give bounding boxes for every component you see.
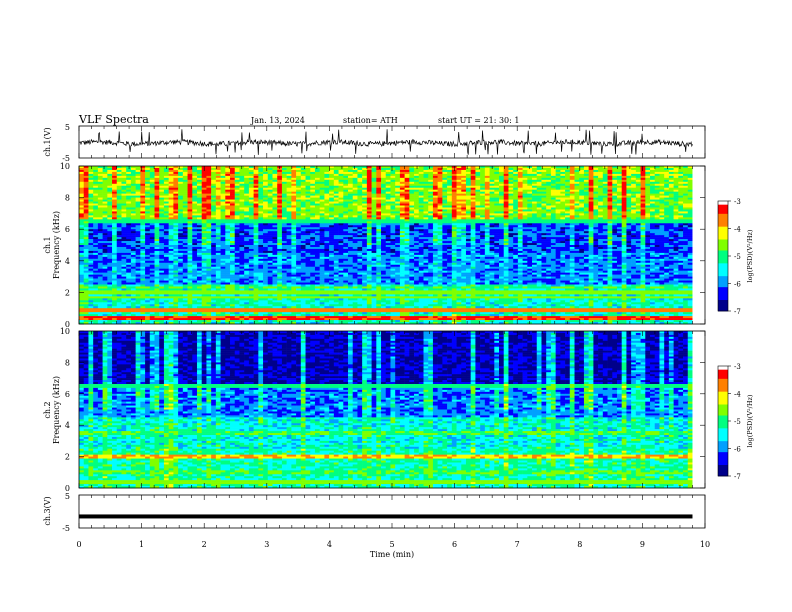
date-label: Jan. 13, 2024: [250, 116, 305, 125]
x-axis-label: Time (min): [370, 550, 414, 559]
colorbar-tick-label: -3: [734, 363, 741, 371]
ch1-spectrogram-image: [79, 166, 705, 324]
ch1-spec-ylabel: Frequency (kHz): [52, 211, 61, 279]
x-tick-label: 10: [700, 540, 710, 549]
y-tick-label: 6: [65, 390, 70, 399]
y-tick-label: 8: [65, 358, 70, 367]
x-tick-label: 6: [452, 540, 457, 549]
colorbar-tick-label: -7: [734, 473, 741, 481]
ch3-ytick-top: 5: [65, 492, 70, 501]
y-tick-label: 10: [60, 327, 70, 336]
start-time-label: start UT = 21: 30: 1: [438, 116, 519, 125]
y-tick-label: 4: [65, 421, 70, 430]
colorbar-tick-label: -6: [734, 281, 741, 289]
x-tick-label: 5: [389, 540, 394, 549]
colorbar-tick-label: -4: [734, 226, 741, 234]
x-tick-label: 4: [327, 540, 332, 549]
x-tick-label: 3: [264, 540, 269, 549]
ch2-spectrogram-image: [79, 331, 705, 488]
ch3-ylabel: ch.3(V): [43, 496, 52, 525]
ch1-spec-ylabel-channel: ch.1: [43, 236, 52, 253]
colorbar-label: log(PSD)(V²/Hz): [746, 229, 754, 282]
colorbar-tick-label: -7: [734, 308, 741, 316]
ch1-ytick-top: 5: [65, 123, 70, 132]
ch2-spec-ylabel: Frequency (kHz): [52, 376, 61, 444]
x-tick-label: 8: [577, 540, 582, 549]
y-tick-label: 4: [65, 257, 70, 266]
x-tick-label: 2: [202, 540, 207, 549]
colorbar-tick-label: -3: [734, 198, 741, 206]
y-tick-label: 2: [65, 288, 70, 297]
figure-title: VLF Spectra: [78, 113, 149, 126]
ch3-voltage-trace: [79, 514, 692, 518]
y-tick-label: 8: [65, 194, 70, 203]
y-tick-label: 6: [65, 225, 70, 234]
y-tick-label: 10: [60, 162, 70, 171]
ch1-ylabel: ch.1(V): [43, 127, 52, 156]
colorbar-tick-label: -5: [734, 253, 741, 261]
x-tick-label: 0: [76, 540, 81, 549]
colorbar-tick-label: -4: [734, 391, 741, 399]
y-tick-label: 2: [65, 453, 70, 462]
ch2-spec-ylabel-channel: ch.2: [43, 401, 52, 418]
x-tick-label: 1: [139, 540, 144, 549]
colorbar-label: log(PSD)(V²/Hz): [746, 394, 754, 447]
colorbar-tick-label: -6: [734, 446, 741, 454]
station-label: station= ATH: [343, 116, 398, 125]
colorbar-tick-label: -5: [734, 418, 741, 426]
x-tick-label: 7: [515, 540, 520, 549]
x-tick-label: 9: [640, 540, 645, 549]
ch3-ytick-bottom: -5: [62, 524, 70, 533]
